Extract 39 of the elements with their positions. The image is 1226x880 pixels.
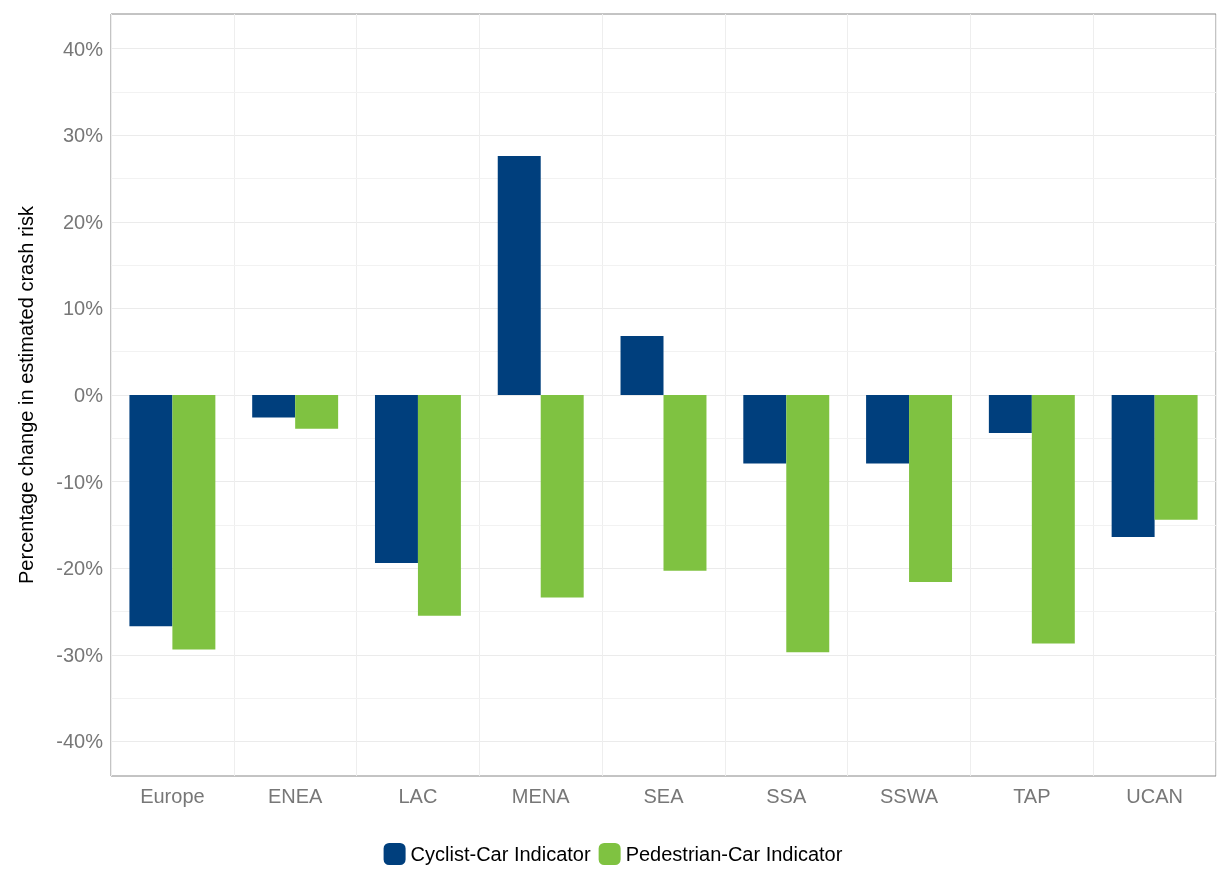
y-tick-label: -10%	[56, 470, 104, 493]
y-tick-label: -40%	[56, 730, 104, 753]
x-tick-label: TAP	[1013, 785, 1051, 807]
x-tick-label: UCAN	[1126, 785, 1183, 807]
bar	[786, 395, 830, 653]
bar	[620, 336, 664, 395]
bar	[540, 395, 584, 598]
bar	[1031, 395, 1075, 644]
bar	[988, 395, 1032, 434]
legend-label: Cyclist-Car Indicator	[410, 843, 591, 865]
x-tick-label: LAC	[398, 785, 438, 807]
y-tick-label: 20%	[62, 210, 104, 233]
legend-label: Pedestrian-Car Indicator	[625, 843, 843, 865]
bar	[866, 395, 910, 464]
bar	[663, 395, 707, 571]
bar	[909, 395, 953, 583]
bar	[129, 395, 173, 627]
bar	[172, 395, 216, 650]
bar	[295, 395, 339, 429]
x-tick-label: SEA	[643, 785, 685, 807]
y-tick-label: 30%	[62, 124, 104, 147]
x-tick-label: MENA	[511, 785, 571, 807]
bar	[743, 395, 787, 464]
x-tick-label: Europe	[140, 785, 205, 807]
x-tick-label: SSWA	[879, 785, 939, 807]
bar	[497, 156, 541, 395]
y-tick-label: 0%	[74, 384, 104, 406]
x-tick-label: SSA	[766, 785, 807, 807]
y-tick-label: 40%	[62, 37, 104, 60]
y-tick-label: -30%	[56, 643, 104, 666]
x-tick-label: ENEA	[267, 785, 324, 807]
y-tick-label: 10%	[62, 297, 104, 320]
bar	[417, 395, 461, 616]
bar	[1154, 395, 1198, 520]
bar	[374, 395, 418, 563]
y-tick-label: -20%	[56, 557, 104, 580]
bar	[252, 395, 296, 418]
bar	[1111, 395, 1155, 538]
y-axis-title: Percentage change in estimated crash risk	[15, 205, 37, 584]
